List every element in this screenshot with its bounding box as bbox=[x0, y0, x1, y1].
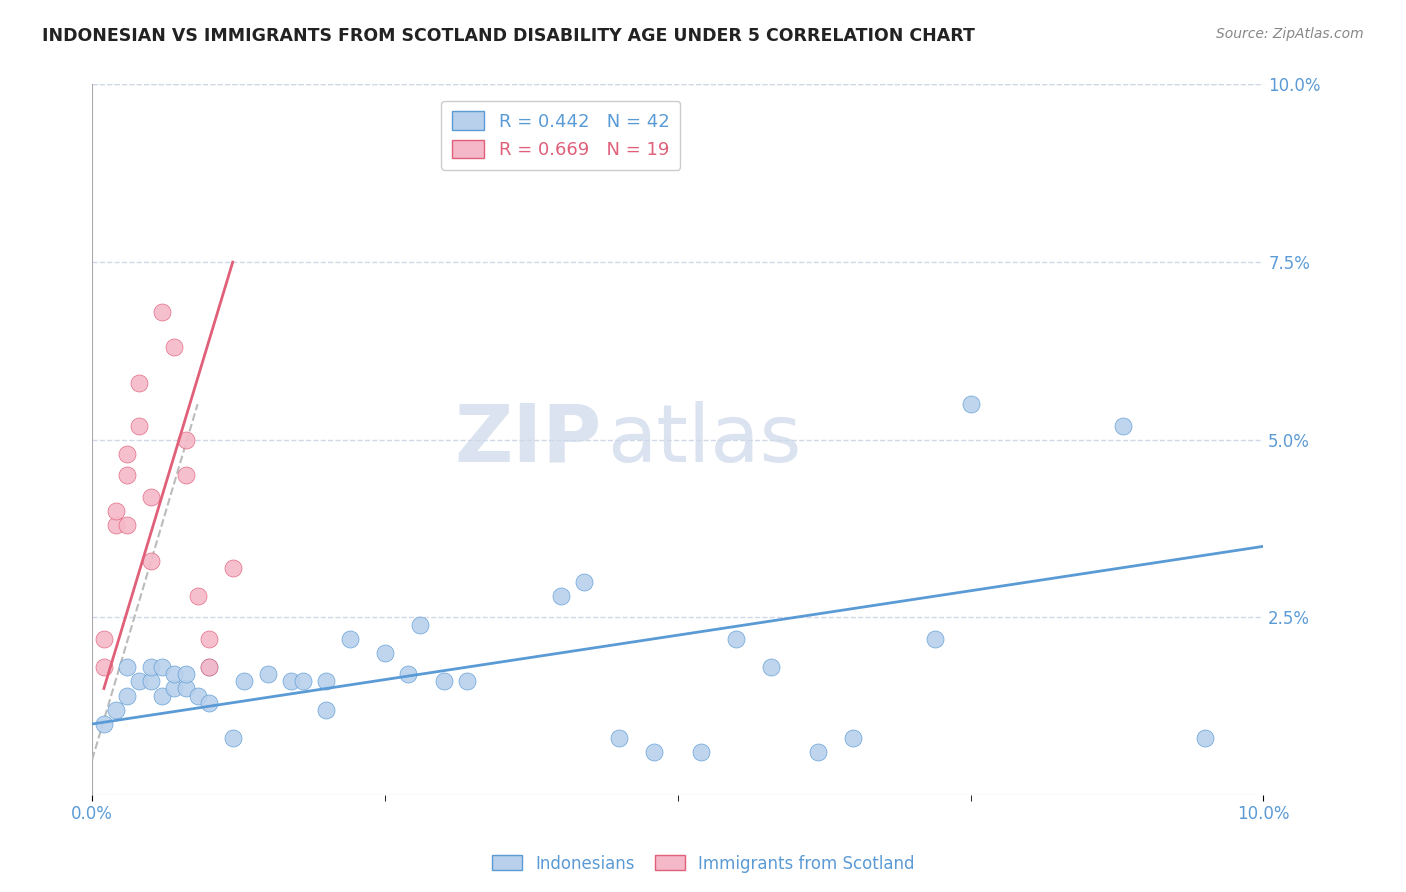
Point bbox=[139, 490, 162, 504]
Legend: R = 0.442   N = 42, R = 0.669   N = 19: R = 0.442 N = 42, R = 0.669 N = 19 bbox=[441, 101, 681, 170]
Point bbox=[257, 667, 280, 681]
Point bbox=[550, 589, 572, 603]
Legend: Indonesians, Immigrants from Scotland: Indonesians, Immigrants from Scotland bbox=[485, 848, 921, 880]
Point bbox=[222, 731, 245, 746]
Point bbox=[396, 667, 419, 681]
Point bbox=[152, 660, 174, 674]
Point bbox=[117, 518, 139, 533]
Text: Source: ZipAtlas.com: Source: ZipAtlas.com bbox=[1216, 27, 1364, 41]
Point bbox=[117, 447, 139, 461]
Point bbox=[139, 674, 162, 689]
Point bbox=[456, 674, 478, 689]
Point bbox=[924, 632, 946, 646]
Point bbox=[187, 689, 209, 703]
Point bbox=[572, 574, 595, 589]
Point bbox=[128, 376, 150, 390]
Point bbox=[198, 632, 221, 646]
Point bbox=[315, 703, 337, 717]
Text: ZIP: ZIP bbox=[454, 401, 602, 479]
Point bbox=[93, 632, 115, 646]
Point bbox=[117, 468, 139, 483]
Point bbox=[409, 617, 432, 632]
Point bbox=[959, 397, 981, 411]
Point bbox=[104, 504, 127, 518]
Point bbox=[607, 731, 630, 746]
Point bbox=[690, 746, 713, 760]
Point bbox=[93, 717, 115, 731]
Text: INDONESIAN VS IMMIGRANTS FROM SCOTLAND DISABILITY AGE UNDER 5 CORRELATION CHART: INDONESIAN VS IMMIGRANTS FROM SCOTLAND D… bbox=[42, 27, 974, 45]
Point bbox=[761, 660, 783, 674]
Point bbox=[187, 589, 209, 603]
Point bbox=[643, 746, 665, 760]
Point bbox=[233, 674, 256, 689]
Point bbox=[1194, 731, 1216, 746]
Point bbox=[139, 553, 162, 567]
Point bbox=[174, 433, 197, 447]
Point bbox=[152, 689, 174, 703]
Point bbox=[117, 660, 139, 674]
Point bbox=[198, 660, 221, 674]
Point bbox=[842, 731, 865, 746]
Point bbox=[174, 667, 197, 681]
Text: atlas: atlas bbox=[607, 401, 801, 479]
Point bbox=[93, 660, 115, 674]
Point bbox=[104, 703, 127, 717]
Point bbox=[222, 560, 245, 574]
Point bbox=[174, 468, 197, 483]
Point bbox=[104, 518, 127, 533]
Point bbox=[315, 674, 337, 689]
Point bbox=[291, 674, 314, 689]
Point bbox=[139, 660, 162, 674]
Point bbox=[128, 674, 150, 689]
Point bbox=[128, 418, 150, 433]
Point bbox=[1112, 418, 1135, 433]
Point bbox=[807, 746, 830, 760]
Point bbox=[198, 696, 221, 710]
Point bbox=[280, 674, 302, 689]
Point bbox=[174, 681, 197, 696]
Point bbox=[152, 305, 174, 319]
Point bbox=[117, 689, 139, 703]
Point bbox=[198, 660, 221, 674]
Point bbox=[432, 674, 454, 689]
Point bbox=[163, 340, 186, 354]
Point bbox=[163, 681, 186, 696]
Point bbox=[374, 646, 396, 660]
Point bbox=[163, 667, 186, 681]
Point bbox=[339, 632, 361, 646]
Point bbox=[725, 632, 748, 646]
